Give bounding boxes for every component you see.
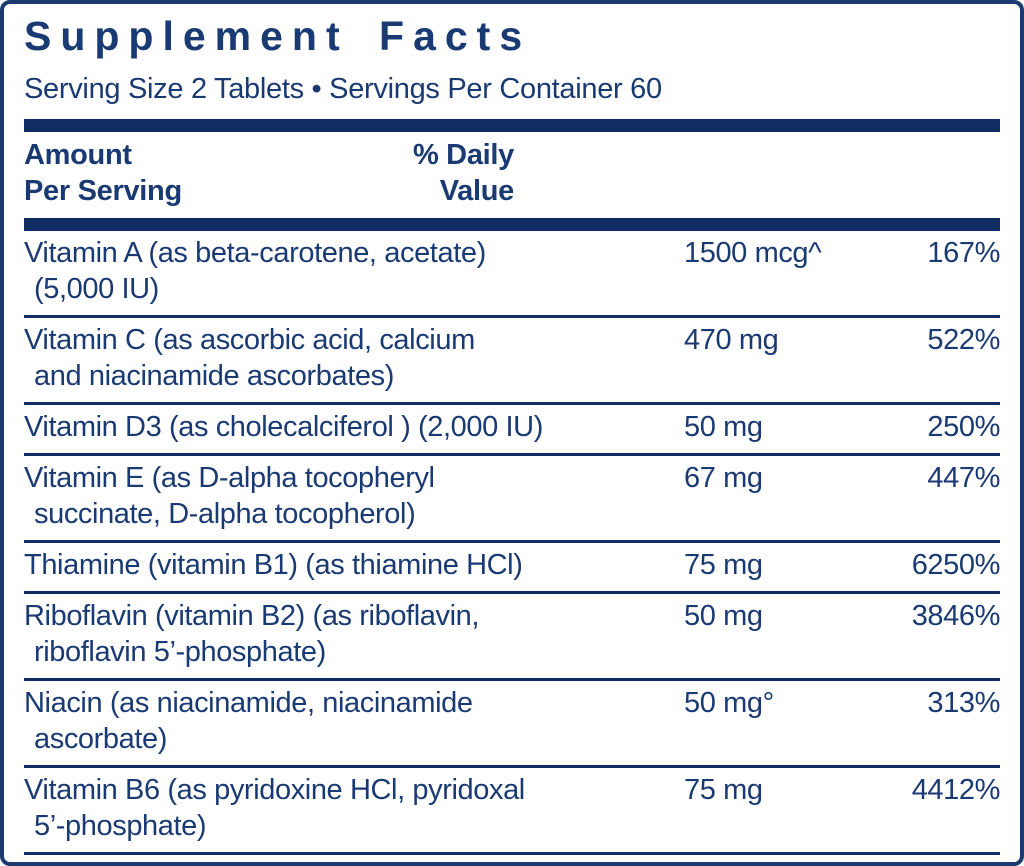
nutrient-amount: 50 mg° [684, 687, 774, 720]
nutrient-row-vitamin-b6: Vitamin B6 (as pyridoxine HCl, pyridoxal… [24, 768, 1001, 856]
nutrient-amount: 470 mg [684, 324, 779, 357]
nutrient-amount: 1500 mcg^ [684, 237, 822, 270]
nutrient-name: Vitamin A (as beta-carotene, acetate) (5… [24, 237, 486, 306]
header-amount-per-serving: Amount Per Serving [24, 137, 1000, 209]
nutrient-daily-value: 313% [927, 687, 1000, 720]
nutrient-name: Vitamin D3 (as cholecalciferol ) (2,000 … [24, 411, 543, 444]
nutrient-name: Vitamin E (as D-alpha tocopheryl succina… [24, 462, 435, 531]
nutrient-amount: 75 mg [684, 774, 763, 807]
nutrient-name: Vitamin B6 (as pyridoxine HCl, pyridoxal… [24, 774, 525, 843]
nutrient-daily-value: 4412% [911, 774, 1001, 807]
column-header-row: Amount Per Serving % Daily Value [24, 132, 1000, 218]
header-amount-line1: Amount [24, 139, 132, 172]
nutrient-daily-value: 250% [927, 411, 1000, 444]
header-amount-line2: Per Serving [24, 175, 182, 208]
nutrient-daily-value: 167% [927, 237, 1000, 270]
nutrient-row-vitamin-c: Vitamin C (as ascorbic acid, calcium and… [24, 318, 1000, 406]
nutrient-daily-value: 3846% [911, 600, 1001, 633]
nutrient-row-vitamin-d3: Vitamin D3 (as cholecalciferol ) (2,000 … [24, 405, 1000, 457]
nutrient-name: Thiamine (vitamin B1) (as thiamine HCl) [24, 549, 523, 582]
nutrient-amount: 50 mg [684, 411, 763, 444]
facts-title: Supplement Facts [24, 13, 532, 59]
nutrient-amount: 67 mg [684, 462, 763, 495]
thick-divider-top [24, 119, 1000, 133]
nutrient-daily-value: 522% [927, 324, 1000, 357]
thick-divider-header [24, 218, 1000, 232]
nutrient-row-niacin: Niacin (as niacinamide, niacinamide asco… [24, 681, 1000, 769]
nutrient-row-vitamin-e: Vitamin E (as D-alpha tocopheryl succina… [24, 456, 1000, 544]
header-dv-line1: % Daily [412, 139, 514, 172]
nutrient-name: Vitamin C (as ascorbic acid, calcium and… [24, 324, 475, 393]
serving-info: Serving Size 2 Tablets • Servings Per Co… [24, 73, 662, 106]
nutrient-name: Riboflavin (vitamin B2) (as riboflavin, … [24, 600, 480, 669]
header-percent-daily-value: % Daily Value [314, 137, 514, 209]
nutrient-amount: 75 mg [684, 549, 763, 582]
nutrient-daily-value: 6250% [911, 549, 1001, 582]
nutrient-row-vitamin-a: Vitamin A (as beta-carotene, acetate) (5… [24, 231, 1000, 319]
nutrient-daily-value: 447% [927, 462, 1000, 495]
nutrient-name: Niacin (as niacinamide, niacinamide asco… [24, 687, 473, 756]
nutrient-row-thiamine: Thiamine (vitamin B1) (as thiamine HCl) … [24, 543, 1001, 595]
header-dv-line2: Value [439, 175, 515, 208]
nutrient-row-riboflavin: Riboflavin (vitamin B2) (as riboflavin, … [24, 594, 1001, 682]
nutrient-amount: 50 mg [684, 600, 763, 633]
